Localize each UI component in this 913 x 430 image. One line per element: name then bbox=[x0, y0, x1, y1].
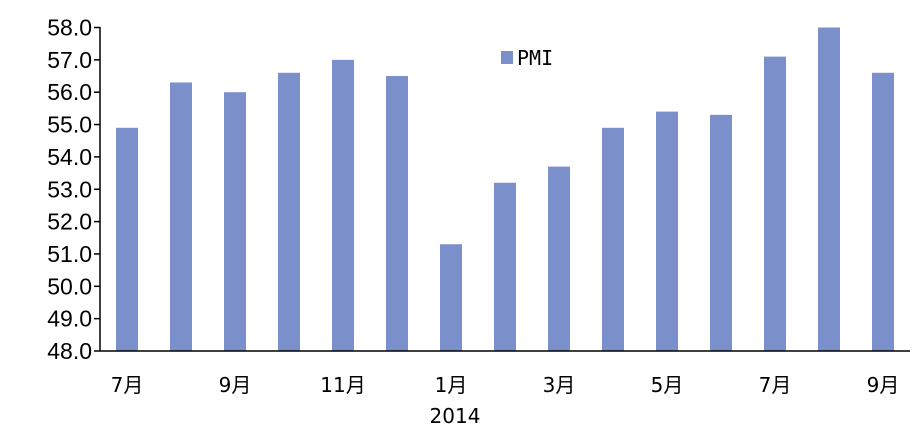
legend-swatch bbox=[501, 51, 513, 64]
bar-10 bbox=[602, 127, 624, 351]
bar-6 bbox=[386, 76, 408, 352]
y-tick-label: 53.0 bbox=[47, 176, 92, 202]
bar-9 bbox=[548, 166, 570, 351]
x-tick-label: 7月 bbox=[111, 373, 144, 397]
bar-8 bbox=[494, 182, 516, 351]
x-tick-label: 9月 bbox=[867, 373, 900, 397]
bar-14 bbox=[818, 27, 840, 351]
x-tick-label: 7月 bbox=[759, 373, 792, 397]
bar-13 bbox=[764, 56, 786, 352]
x-tick-label: 5月 bbox=[651, 373, 684, 397]
legend-label: PMI bbox=[517, 46, 553, 70]
x-tick-label: 3月 bbox=[543, 373, 576, 397]
y-tick-label: 54.0 bbox=[47, 144, 92, 170]
bar-1 bbox=[116, 127, 138, 351]
y-axis-ticks: 48.0 49.0 50.0 51.0 52.0 53.0 54.0 55.0 56.0 57.0… bbox=[47, 15, 100, 364]
y-tick-label: 57.0 bbox=[47, 47, 92, 73]
x-axis-year-label: 2014 bbox=[430, 404, 481, 428]
bar-2 bbox=[170, 82, 192, 352]
x-tick-label: 1月 bbox=[435, 373, 468, 397]
bar-7 bbox=[440, 244, 462, 351]
x-tick-label: 9月 bbox=[219, 373, 252, 397]
bar-4 bbox=[278, 72, 300, 351]
bar-3 bbox=[224, 92, 246, 351]
y-tick-label: 58.0 bbox=[47, 15, 92, 41]
y-tick-label: 49.0 bbox=[47, 306, 92, 332]
legend: PMI bbox=[501, 46, 553, 70]
x-tick-label: 11月 bbox=[320, 373, 365, 397]
y-tick-label: 51.0 bbox=[47, 241, 92, 267]
y-tick-label: 52.0 bbox=[47, 209, 92, 235]
y-tick-label: 56.0 bbox=[47, 79, 92, 105]
y-tick-label: 55.0 bbox=[47, 112, 92, 138]
y-tick-label: 50.0 bbox=[47, 273, 92, 299]
x-axis-ticks: 7月 9月 11月 1月 3月 5月 7月 9月 bbox=[111, 373, 900, 397]
bar-5 bbox=[332, 59, 354, 351]
y-tick-label: 48.0 bbox=[47, 338, 92, 364]
bar-15 bbox=[872, 72, 894, 351]
bar-11 bbox=[656, 111, 678, 351]
bar-12 bbox=[710, 114, 732, 351]
bars bbox=[116, 27, 894, 352]
